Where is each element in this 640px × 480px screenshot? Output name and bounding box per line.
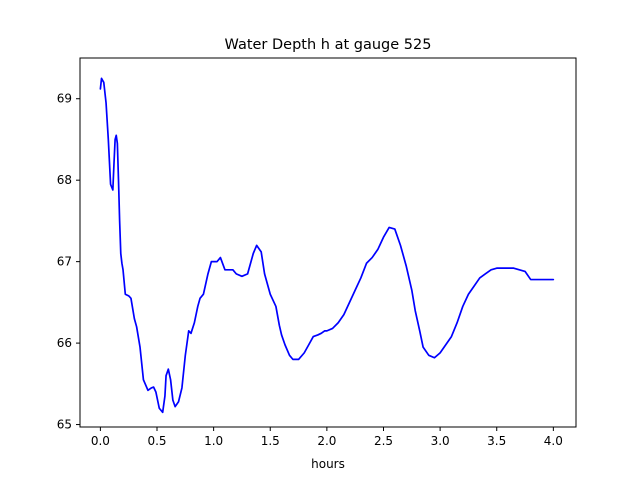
y-tick-label: 68 [57, 173, 72, 187]
x-tick-label: 3.0 [431, 434, 450, 448]
y-tick-label: 67 [57, 255, 72, 269]
y-axis: 65 66 67 68 69 [57, 92, 80, 432]
x-axis: 0.0 0.5 1.0 1.5 2.0 2.5 3.0 3.5 4.0 [91, 427, 563, 448]
axes-frame [79, 57, 577, 428]
series-line-0 [99, 77, 555, 414]
y-tick-label: 65 [57, 418, 72, 432]
x-tick-label: 1.0 [204, 434, 223, 448]
x-tick-label: 1.5 [261, 434, 280, 448]
x-tick-label: 0.5 [147, 434, 166, 448]
y-tick-label: 66 [57, 336, 72, 350]
x-axis-label: hours [311, 457, 345, 471]
x-tick-label: 2.0 [317, 434, 336, 448]
x-tick-label: 3.5 [487, 434, 506, 448]
chart-title: Water Depth h at gauge 525 [225, 37, 432, 53]
x-tick-label: 0.0 [91, 434, 110, 448]
x-tick-label: 2.5 [374, 434, 393, 448]
y-tick-label: 69 [57, 92, 72, 106]
x-tick-label: 4.0 [544, 434, 563, 448]
plot-area [79, 57, 577, 428]
